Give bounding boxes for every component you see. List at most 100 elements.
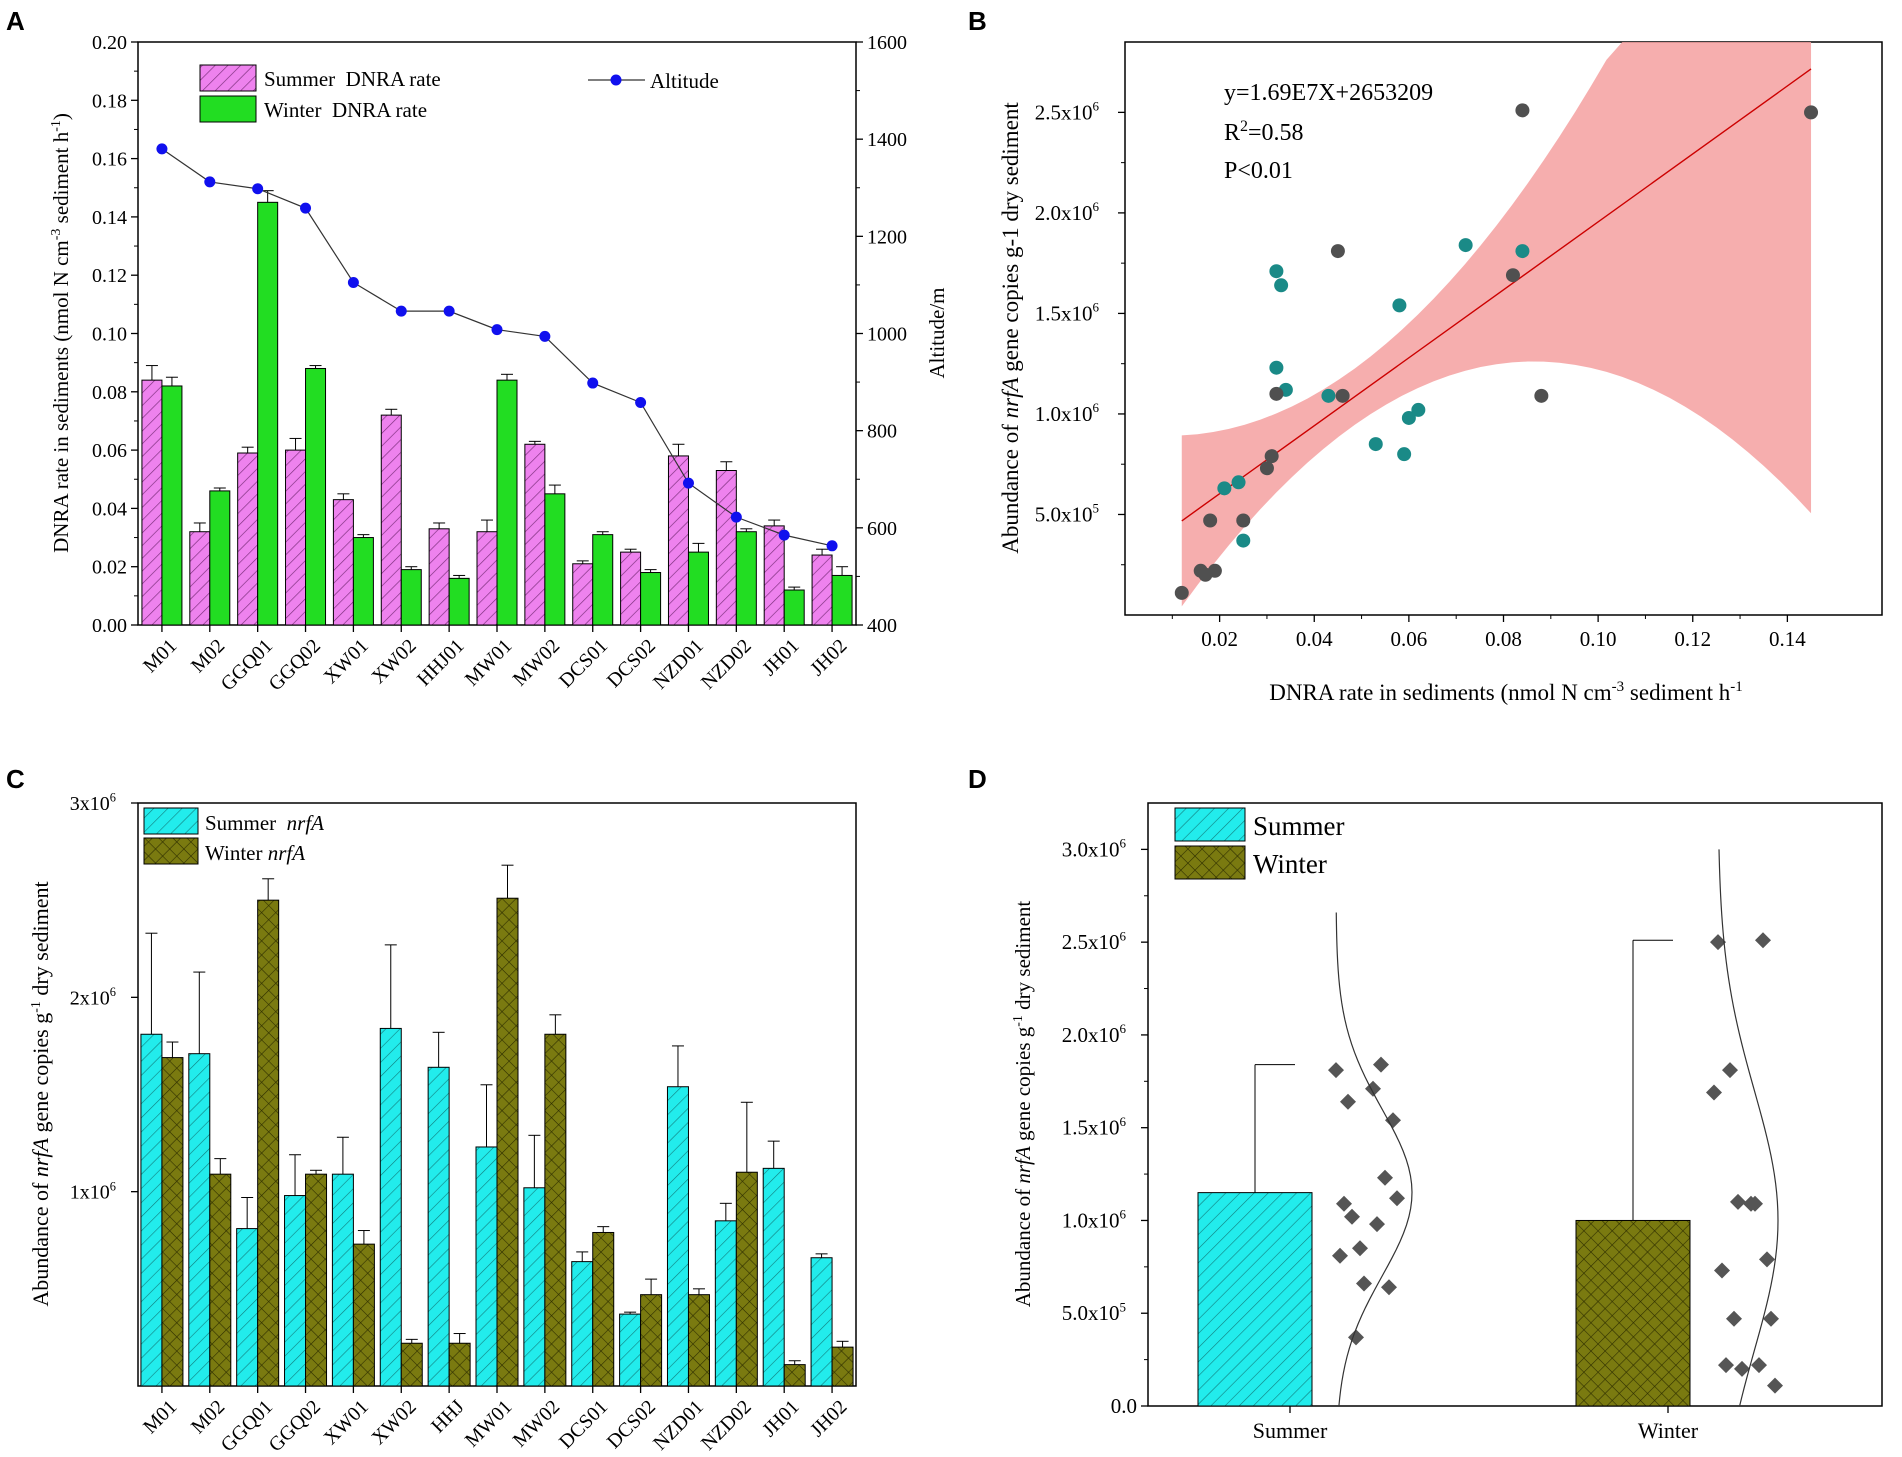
winter-scatter-point — [1198, 567, 1213, 582]
summer-nrfa-bar — [666, 1086, 689, 1387]
winter-dnra-bar — [496, 379, 518, 626]
summer-scatter-point — [1274, 278, 1289, 293]
panel-b-y-tick-label: 1.5x106 — [1035, 300, 1100, 326]
panel-a-left-tick-label: 0.14 — [92, 207, 127, 229]
panel-c-x-tick-label: JH01 — [758, 1396, 803, 1441]
panel-c-y-tick-label: 1x106 — [70, 1179, 116, 1203]
altitude-point — [156, 143, 168, 155]
panel-a-right-tick-label: 800 — [867, 421, 897, 443]
winter-nrfa-bar — [305, 1173, 328, 1387]
summer-scatter-point — [1392, 298, 1407, 313]
panel-c-x-tick-label: XW01 — [320, 1396, 373, 1449]
winter-data-diamond — [1755, 932, 1771, 949]
panel-b-annotation: y=1.69E7X+2653209 R2=0.58 P<0.01 — [1224, 80, 1433, 184]
panel-a-right-tick-label: 600 — [867, 518, 897, 540]
panel-d-y-axis-label: Abundance of nrfA gene copies g-1 dry se… — [1011, 901, 1035, 1308]
winter-scatter-point — [1804, 105, 1819, 120]
winter-data-diamond — [1759, 1251, 1775, 1268]
summer-dnra-bar — [524, 443, 546, 626]
summer-data-diamond — [1336, 1195, 1352, 1212]
winter-scatter-point — [1330, 244, 1345, 259]
regression-r-squared: R2=0.58 — [1224, 118, 1304, 146]
legend-winter-dnra-swatch — [199, 95, 257, 123]
panel-a-chart: A 0.00 0.02 0.04 0.06 0.08 0.10 0.12 0.14 0.16 0.… — [6, 6, 949, 695]
summer-data-diamond — [1352, 1240, 1368, 1257]
winter-scatter-point — [1269, 386, 1284, 401]
summer-data-diamond — [1377, 1169, 1393, 1186]
winter-data-diamond — [1722, 1062, 1738, 1079]
panel-d-y-tick-label: 2.0x106 — [1062, 1021, 1127, 1047]
panel-a-x-tick-label: DCS02 — [603, 635, 660, 692]
panel-c-x-tick-label: GGQ02 — [265, 1396, 325, 1456]
summer-data-diamond — [1348, 1329, 1364, 1346]
winter-data-diamond — [1726, 1310, 1742, 1327]
altitude-point — [443, 305, 455, 317]
summer-scatter-point — [1397, 447, 1412, 462]
legend-summer-nrfa-label: Summer nrfA — [205, 811, 324, 835]
panel-a-y-axis-label: DNRA rate in sediments (nmol N cm-3 sedi… — [49, 113, 73, 553]
summer-data-diamond — [1385, 1112, 1401, 1129]
winter-dnra-bar — [687, 551, 709, 626]
panel-a-left-tick-label: 0.12 — [92, 265, 127, 287]
panel-c-x-tick-label: MW01 — [461, 1396, 517, 1452]
altitude-point — [539, 330, 551, 342]
panel-a-legend: Summer DNRA rate Winter DNRA rate Altitu… — [199, 64, 719, 123]
panel-a-left-tick-label: 0.10 — [92, 324, 127, 346]
summer-data-diamond — [1369, 1216, 1385, 1233]
winter-data-diamond — [1730, 1193, 1746, 1210]
legend-summer-label: Summer — [1253, 811, 1345, 841]
summer-nrfa-bar — [810, 1257, 833, 1387]
summer-scatter-point — [1269, 360, 1284, 375]
panel-b-x-tick-label: 0.02 — [1201, 627, 1238, 651]
panel-a-x-tick-label: JH01 — [758, 635, 803, 680]
winter-nrfa-bar — [257, 899, 280, 1387]
winter-nrfa-bar — [592, 1231, 615, 1387]
panel-c-x-tick-label: NZD02 — [697, 1396, 756, 1455]
summer-dnra-bar — [285, 449, 307, 626]
winter-nrfa-bar — [831, 1346, 854, 1387]
summer-scatter-point — [1401, 410, 1416, 425]
summer-mean-bar — [1197, 1192, 1313, 1407]
legend-winter-swatch — [1174, 845, 1246, 880]
panel-a-left-tick-label: 0.16 — [92, 149, 127, 171]
summer-data-diamond — [1340, 1093, 1356, 1110]
panel-b-y-tick-label: 5.0x105 — [1035, 501, 1099, 527]
winter-nrfa-bar — [209, 1173, 232, 1387]
regression-p-value: P<0.01 — [1224, 158, 1293, 184]
legend-summer-swatch — [1174, 807, 1246, 842]
panel-a-left-tick-label: 0.18 — [92, 90, 127, 112]
panel-c-x-tick-label: DCS02 — [603, 1396, 660, 1453]
regression-equation: y=1.69E7X+2653209 — [1224, 80, 1433, 106]
panel-c-x-tick-label: HHJ — [427, 1396, 469, 1438]
summer-dnra-bar — [380, 414, 402, 626]
winter-data-diamond — [1734, 1360, 1750, 1377]
panel-a-right-tick-label: 1200 — [867, 226, 907, 248]
winter-dnra-bar — [640, 572, 662, 626]
summer-dnra-bar — [141, 379, 163, 626]
panel-b-x-tick-label: 0.10 — [1580, 627, 1617, 651]
summer-data-diamond — [1356, 1275, 1372, 1292]
winter-scatter-point — [1203, 513, 1218, 528]
legend-summer-dnra-label: Summer DNRA rate — [264, 67, 441, 91]
altitude-point — [778, 529, 790, 541]
summer-dnra-bar — [332, 499, 354, 626]
summer-nrfa-bar — [762, 1167, 785, 1387]
panel-c-x-tick-label: JH02 — [806, 1396, 851, 1441]
panel-c-x-tick-label: DCS01 — [555, 1396, 612, 1453]
panel-a-left-tick-label: 0.00 — [92, 615, 127, 637]
summer-nrfa-bar — [714, 1220, 737, 1387]
summer-nrfa-bar — [188, 1053, 211, 1387]
summer-data-diamond — [1328, 1062, 1344, 1079]
winter-dnra-bar — [735, 531, 757, 626]
summer-nrfa-bar — [619, 1313, 642, 1387]
panel-a-x-tick-label: XW01 — [320, 635, 373, 688]
summer-scatter-point — [1269, 264, 1284, 279]
panel-a-x-tick-label: NZD02 — [697, 635, 756, 694]
winter-nrfa-bar — [640, 1294, 663, 1387]
panel-a-left-tick-label: 0.08 — [92, 382, 127, 404]
regression-line — [1181, 68, 1812, 522]
winter-data-diamond — [1767, 1377, 1783, 1394]
panel-d-y-tick-label: 5.0x105 — [1062, 1299, 1126, 1325]
altitude-point — [300, 202, 312, 214]
